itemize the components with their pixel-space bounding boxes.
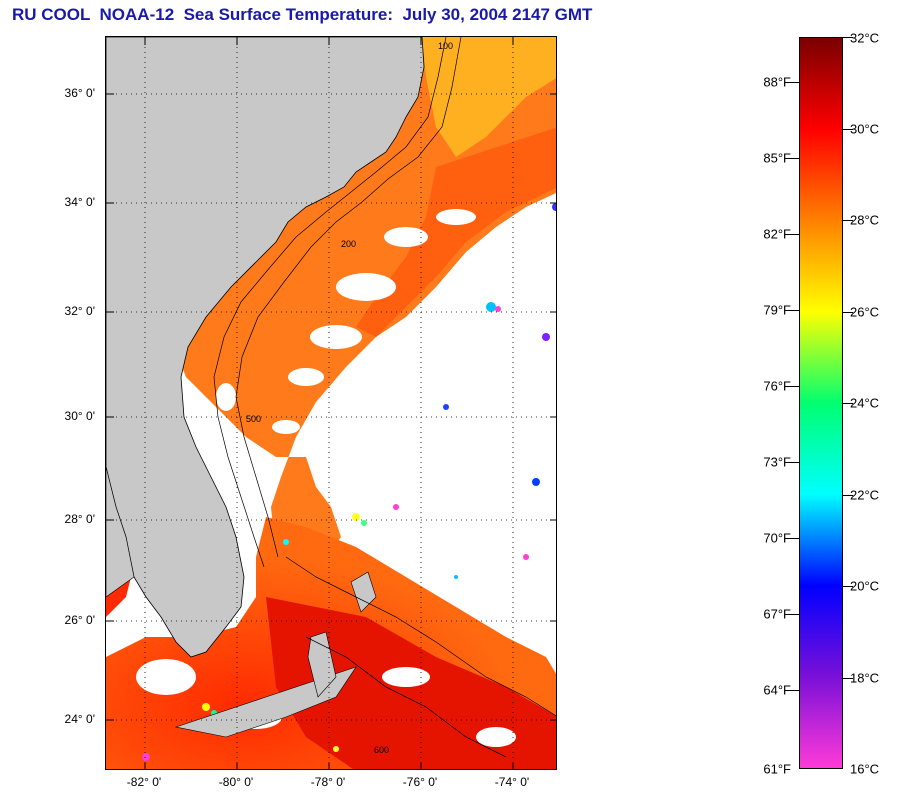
depth-contours [213,37,556,758]
lat-label-24: 24° 0' [64,712,95,726]
f-label-67: 67°F [763,606,791,622]
colorbar-tick-c [843,678,853,679]
colorbar-tick-c [843,586,853,587]
lon-label-76: -76° 0' [402,775,438,789]
colorbar-tick-c [843,37,853,38]
colorbar-tick-f [789,614,799,615]
contour-label-500: 500 [246,414,261,424]
map-image: 100 200 500 600 [106,37,556,769]
colorbar-tick-f [789,690,799,691]
c-label-30: 30°C [850,121,880,137]
f-label-70: 70°F [763,530,791,546]
colorbar-tick-f [789,234,799,235]
axis-ticks [106,37,556,769]
c-label-18: 18°C [850,670,880,686]
c-label-22: 22°C [850,487,880,503]
f-label-88: 88°F [763,74,791,90]
colorbar-tick-c [843,220,853,221]
colorbar-tick-c [843,312,853,313]
colorbar-tick-f [789,158,799,159]
lon-label-82: -82° 0' [126,775,162,789]
temperature-colorbar [799,37,843,769]
graticule [106,37,556,769]
c-label-16: 16°C [850,761,880,777]
c-label-26: 26°C [850,304,880,320]
lat-label-36: 36° 0' [64,86,95,100]
colorbar-tick-f [789,310,799,311]
colorbar-tick-f [789,386,799,387]
lon-label-78: -78° 0' [310,775,346,789]
lat-label-26: 26° 0' [64,613,95,627]
lat-label-30: 30° 0' [64,409,95,423]
c-label-20: 20°C [850,578,880,594]
contour-label-200: 200 [341,239,356,249]
contour-label-600: 600 [374,745,389,755]
page-title: RU COOL NOAA-12 Sea Surface Temperature:… [12,5,593,24]
lat-label-28: 28° 0' [64,512,95,526]
f-label-79: 79°F [763,302,791,318]
f-label-82: 82°F [763,226,791,242]
f-label-64: 64°F [763,682,791,698]
colorbar-tick-f [789,462,799,463]
f-label-76: 76°F [763,378,791,394]
f-label-85: 85°F [763,150,791,166]
lat-label-34: 34° 0' [64,195,95,209]
colorbar-tick-f [789,82,799,83]
land-mass [106,37,425,658]
lon-label-80: -80° 0' [218,775,254,789]
f-label-61: 61°F [763,761,791,777]
sst-map: 100 200 500 600 [105,36,557,770]
lat-label-32: 32° 0' [64,304,95,318]
colorbar-tick-c [843,129,853,130]
colorbar-tick-c [843,495,853,496]
colorbar-tick-c [843,403,853,404]
colorbar-tick-f [789,538,799,539]
f-label-73: 73°F [763,454,791,470]
lon-label-74: -74° 0' [494,775,530,789]
cool-speckles [142,203,556,761]
c-label-28: 28°C [850,212,880,228]
c-label-32: 32°C [850,30,880,46]
c-label-24: 24°C [850,395,880,411]
contour-label-100: 100 [438,41,453,51]
